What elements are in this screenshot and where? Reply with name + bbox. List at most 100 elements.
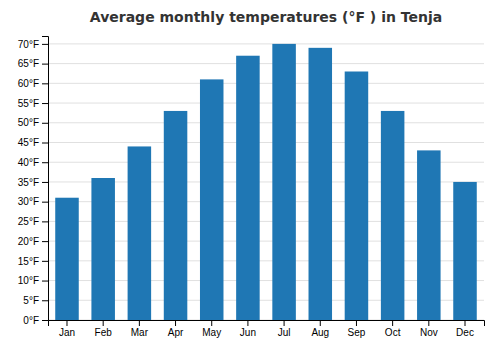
x-tick-mark: [392, 320, 393, 326]
bar: [91, 178, 115, 320]
x-tick: Apr: [168, 320, 184, 338]
y-axis: 0°F 5°F 10°F 15°F 20°F 25°F 30°F 35°F 40°F 45°F 50…: [18, 37, 49, 326]
y-tick-label: 15°F: [18, 256, 39, 267]
x-tick: Jul: [278, 320, 291, 338]
x-tick-label: Oct: [385, 327, 401, 338]
y-tick-label: 30°F: [18, 196, 39, 207]
y-tick: 55°F: [18, 98, 48, 109]
x-tick: Oct: [385, 320, 401, 338]
y-tick-label: 10°F: [18, 275, 39, 286]
y-tick-label: 0°F: [23, 315, 39, 326]
bar: [417, 150, 441, 320]
x-tick: Sep: [348, 320, 366, 338]
title: Average monthly temperatures (°F ) in Te…: [90, 9, 442, 25]
chart-container: 0°F 5°F 10°F 15°F 20°F 25°F 30°F 35°F 40°F 45°F 50…: [0, 0, 500, 350]
y-tick: 60°F: [18, 78, 48, 89]
x-tick-label: Dec: [456, 327, 474, 338]
y-tick: 0°F: [23, 315, 48, 326]
y-tick-mark: [42, 162, 48, 163]
y-tick-mark: [42, 103, 48, 104]
bar: [236, 56, 260, 320]
bar: [128, 146, 152, 320]
y-tick-mark: [42, 241, 48, 242]
y-tick: 65°F: [18, 58, 48, 69]
y-tick: 30°F: [18, 196, 48, 207]
x-axis-line: [49, 321, 485, 327]
y-tick: 10°F: [18, 275, 48, 286]
x-tick-label: Nov: [420, 327, 438, 338]
x-tick: May: [202, 320, 221, 338]
y-axis-line: [42, 37, 49, 321]
x-tick-label: Jun: [240, 327, 256, 338]
x-tick-label: Aug: [311, 327, 329, 338]
x-tick-mark: [320, 320, 321, 326]
grid-line: [48, 142, 484, 143]
y-tick-mark: [42, 182, 48, 183]
plot: 0°F 5°F 10°F 15°F 20°F 25°F 30°F 35°F 40°F 45°F 50…: [18, 37, 485, 339]
x-tick-mark: [139, 320, 140, 326]
y-tick-label: 20°F: [18, 236, 39, 247]
x-tick-mark: [356, 320, 357, 326]
x-tick: Aug: [311, 320, 329, 338]
bar: [272, 44, 296, 320]
y-tick-mark: [42, 83, 48, 84]
bar: [381, 111, 405, 320]
x-tick: Dec: [456, 320, 474, 338]
grid-line: [48, 122, 484, 123]
x-tick-label: Mar: [131, 327, 149, 338]
y-tick-mark: [42, 281, 48, 282]
y-tick: 5°F: [23, 295, 48, 306]
x-tick-mark: [66, 320, 67, 326]
y-tick: 50°F: [18, 117, 48, 128]
x-tick-mark: [284, 320, 285, 326]
x-tick-mark: [211, 320, 212, 326]
y-tick-label: 25°F: [18, 216, 39, 227]
x-tick-mark: [428, 320, 429, 326]
y-tick-mark: [42, 44, 48, 45]
bars: [55, 44, 477, 320]
grid: [48, 44, 484, 320]
bar: [309, 48, 333, 320]
bar: [200, 79, 224, 320]
grid-line: [48, 103, 484, 104]
y-tick-mark: [42, 261, 48, 262]
y-tick-mark: [42, 123, 48, 124]
x-tick: Feb: [95, 320, 113, 338]
y-tick-label: 60°F: [18, 78, 39, 89]
x-tick-label: Sep: [348, 327, 366, 338]
x-tick-label: Jul: [278, 327, 291, 338]
y-tick-label: 70°F: [18, 39, 39, 50]
grid-line: [48, 83, 484, 84]
y-tick-label: 40°F: [18, 157, 39, 168]
y-tick: 70°F: [18, 39, 48, 50]
y-tick-mark: [42, 202, 48, 203]
y-tick: 25°F: [18, 216, 48, 227]
y-tick: 40°F: [18, 157, 48, 168]
y-tick-mark: [42, 64, 48, 65]
bar: [55, 198, 79, 320]
y-tick-label: 55°F: [18, 98, 39, 109]
x-tick-mark: [175, 320, 176, 326]
x-tick-mark: [465, 320, 466, 326]
y-tick-label: 50°F: [18, 117, 39, 128]
y-tick-label: 5°F: [23, 295, 39, 306]
x-tick: Jan: [59, 320, 75, 338]
x-tick-mark: [103, 320, 104, 326]
y-tick-mark: [42, 320, 48, 321]
bar: [345, 72, 369, 321]
x-tick-label: Jan: [59, 327, 75, 338]
grid-line: [48, 63, 484, 64]
bar: [164, 111, 188, 320]
y-tick-label: 35°F: [18, 177, 39, 188]
y-tick: 45°F: [18, 137, 48, 148]
y-tick: 15°F: [18, 256, 48, 267]
y-tick-label: 45°F: [18, 137, 39, 148]
x-tick: Jun: [240, 320, 256, 338]
bar: [453, 182, 477, 320]
x-tick-mark: [247, 320, 248, 326]
y-tick: 35°F: [18, 177, 48, 188]
chart: 0°F 5°F 10°F 15°F 20°F 25°F 30°F 35°F 40°F 45°F 50…: [0, 0, 500, 350]
y-tick: 20°F: [18, 236, 48, 247]
x-tick: Nov: [420, 320, 438, 338]
x-axis: Jan Feb Mar Apr May Jun Jul Aug Sep Oct Nov Dec: [49, 320, 485, 338]
